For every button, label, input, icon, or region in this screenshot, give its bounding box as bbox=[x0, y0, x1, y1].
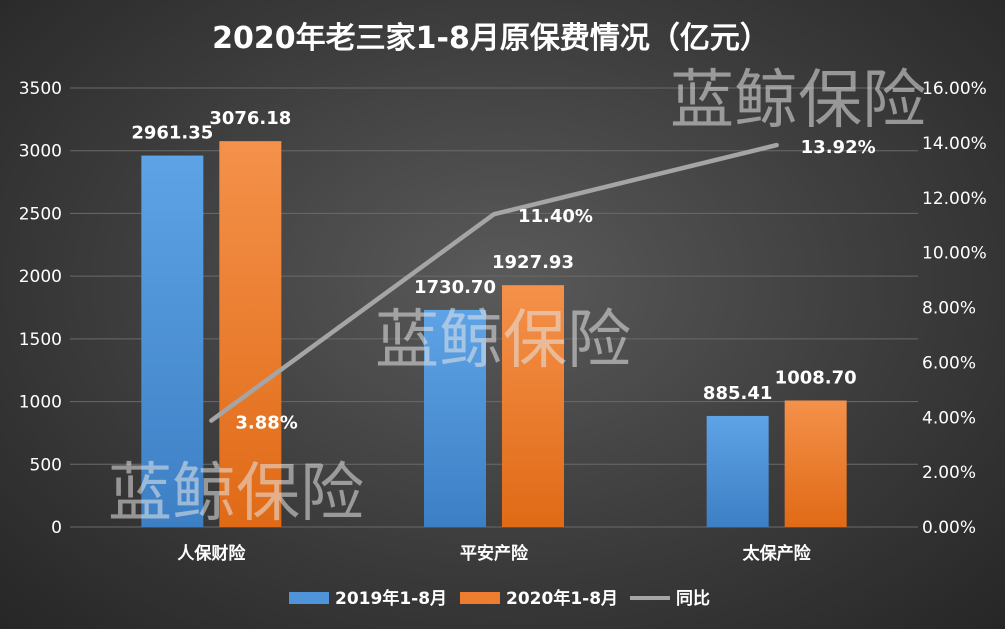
legend: 2019年1-8月 2020年1-8月 同比 bbox=[289, 588, 710, 609]
bar-data-label: 885.41 bbox=[703, 383, 772, 404]
y2-tick-label: 0.00% bbox=[922, 518, 976, 538]
x-tick-label: 人保财险 bbox=[177, 543, 246, 564]
watermark: 蓝鲸保险 bbox=[375, 304, 631, 378]
line-data-label: 3.88% bbox=[235, 413, 297, 434]
bar bbox=[424, 309, 486, 527]
line-data-label: 11.40% bbox=[518, 206, 593, 227]
x-tick-label: 太保产险 bbox=[743, 543, 812, 564]
y2-tick-label: 6.00% bbox=[922, 353, 976, 373]
legend-swatch bbox=[460, 592, 500, 604]
bar-data-label: 1927.93 bbox=[492, 252, 574, 273]
y2-tick-label: 8.00% bbox=[922, 299, 976, 319]
bar bbox=[502, 285, 564, 527]
yoy-line-path bbox=[209, 142, 779, 423]
y2-tick-label: 4.00% bbox=[922, 408, 976, 428]
y-axis-right: 0.00% 2.00% 4.00% 6.00% 8.00% 10.00% 12.00% 14.… bbox=[922, 79, 987, 538]
bar-data-label: 2961.35 bbox=[131, 123, 213, 144]
y2-tick-label: 2.00% bbox=[922, 463, 976, 483]
legend-label: 2019年1-8月 bbox=[335, 588, 447, 609]
bars bbox=[141, 141, 847, 528]
bar-data-label: 3076.18 bbox=[209, 108, 291, 129]
y-tick-label: 2000 bbox=[19, 267, 62, 287]
y-tick-label: 2500 bbox=[19, 204, 62, 224]
bar-data-label: 1008.70 bbox=[775, 367, 857, 388]
y2-tick-label: 10.00% bbox=[922, 244, 987, 264]
watermarks: 蓝鲸保险 蓝鲸保险 蓝鲸保险 bbox=[108, 64, 926, 531]
y-axis-left: 0 500 1000 1500 2000 2500 3000 3500 bbox=[19, 79, 62, 538]
bar bbox=[141, 155, 204, 527]
yoy-line bbox=[209, 142, 779, 423]
y-tick-label: 0 bbox=[51, 518, 62, 538]
line-data-label: 13.92% bbox=[801, 137, 876, 158]
legend-swatch bbox=[289, 592, 329, 604]
watermark: 蓝鲸保险 bbox=[108, 457, 364, 531]
y2-tick-label: 14.00% bbox=[922, 134, 987, 154]
bar bbox=[784, 400, 847, 527]
y2-tick-label: 12.00% bbox=[922, 189, 987, 209]
watermark: 蓝鲸保险 bbox=[670, 64, 926, 138]
legend-label: 同比 bbox=[676, 588, 710, 609]
legend-label: 2020年1-8月 bbox=[506, 588, 618, 609]
y-tick-label: 3000 bbox=[19, 142, 62, 162]
chart-title: 2020年老三家1-8月原保费情况（亿元） bbox=[212, 21, 770, 56]
bar bbox=[706, 415, 769, 527]
y-tick-label: 500 bbox=[30, 455, 62, 475]
bar-data-label: 1730.70 bbox=[414, 277, 496, 298]
y-tick-label: 1500 bbox=[19, 330, 62, 350]
x-axis-categories: 人保财险 平安产险 太保产险 bbox=[177, 543, 811, 564]
y2-tick-label: 16.00% bbox=[922, 79, 987, 99]
data-labels: 2961.35 1730.70 885.41 3076.18 1927.93 1008.7… bbox=[131, 108, 875, 433]
y-tick-label: 1000 bbox=[19, 393, 62, 413]
x-tick-label: 平安产险 bbox=[460, 543, 529, 564]
bar bbox=[219, 141, 282, 528]
y-tick-label: 3500 bbox=[19, 79, 62, 99]
